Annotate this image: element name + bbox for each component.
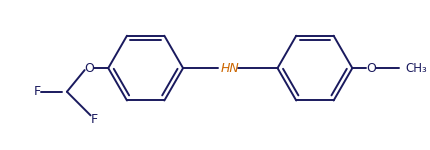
Text: CH₃: CH₃ — [405, 62, 427, 75]
Text: HN: HN — [221, 62, 239, 75]
Text: O: O — [366, 62, 376, 75]
Text: F: F — [91, 113, 98, 126]
Text: O: O — [85, 62, 95, 75]
Text: F: F — [34, 85, 41, 98]
